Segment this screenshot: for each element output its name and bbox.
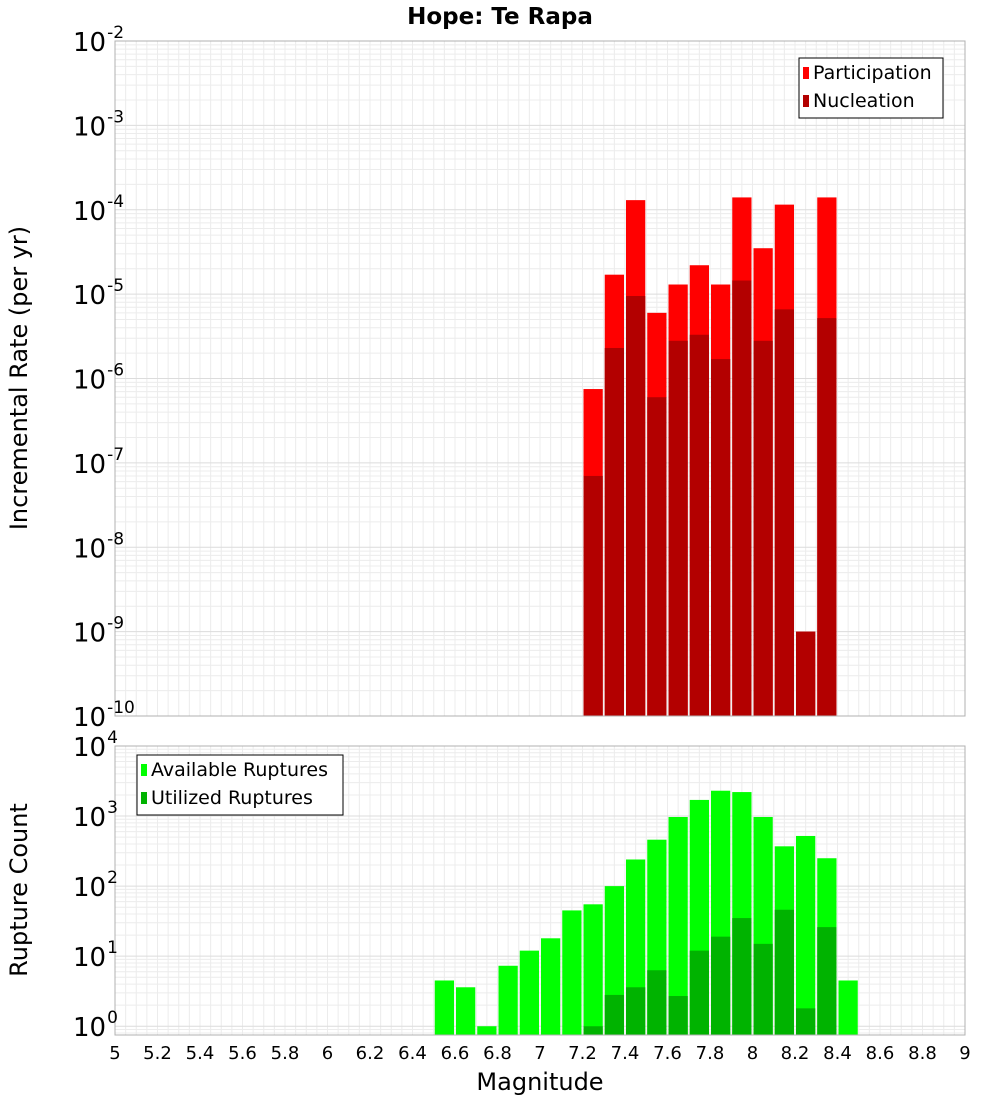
bar <box>689 950 709 1035</box>
bar <box>796 1008 816 1035</box>
y-tick-label: 10-6 <box>73 361 124 396</box>
plot-border <box>114 40 966 717</box>
y-tick-label: 10-10 <box>73 698 135 733</box>
x-tick-label: 5.6 <box>228 1043 257 1064</box>
rate-panel: 10-10 10-9 10-8 10-7 10-6 10-5 10-4 10-3 10-2 Inc… <box>5 4 966 733</box>
legend-swatch <box>141 792 147 804</box>
x-tick-label: 8.8 <box>908 1043 937 1064</box>
y-axis-label: Incremental Rate (per yr) <box>5 226 33 530</box>
bar <box>604 994 624 1035</box>
bar <box>583 475 603 716</box>
x-tick-label: 7.2 <box>568 1043 597 1064</box>
x-tick-label: 7.8 <box>696 1043 725 1064</box>
x-axis-label: Magnitude <box>476 1068 603 1096</box>
y-axis-label: Rupture Count <box>5 803 33 977</box>
plot-border <box>114 745 966 1036</box>
bar <box>434 980 454 1035</box>
legend-box <box>136 754 344 816</box>
bar <box>668 816 688 1035</box>
bar <box>668 996 688 1035</box>
bar <box>477 1026 497 1035</box>
bar <box>583 1026 603 1035</box>
bar <box>711 936 731 1035</box>
bar <box>498 965 518 1035</box>
legend-swatch <box>141 764 147 776</box>
y-tick-label: 10-4 <box>73 192 124 227</box>
bar <box>732 918 752 1035</box>
bar <box>604 347 624 716</box>
x-tick-label: 7.6 <box>653 1043 682 1064</box>
y-tick-label: 10-8 <box>73 529 124 564</box>
y-tick-label: 10-2 <box>73 23 124 58</box>
x-tick-label: 5.8 <box>271 1043 300 1064</box>
y-tick-label: 103 <box>73 798 118 833</box>
bar <box>647 397 667 716</box>
x-tick-label: 6.8 <box>483 1043 512 1064</box>
y-tick-label: 10-7 <box>73 445 124 480</box>
count-panel: 100 101 102 103 104 Rupture Count 5 5.2 5.4 5.6 5.… <box>5 728 971 1096</box>
x-tick-label: 5.4 <box>186 1043 215 1064</box>
bar <box>626 987 646 1035</box>
grid <box>114 41 966 717</box>
bar <box>689 334 709 716</box>
series-utilized-ruptures <box>583 909 837 1035</box>
bar <box>753 943 773 1035</box>
bar <box>796 631 816 716</box>
y-tick-label: 101 <box>73 938 118 973</box>
x-tick-label: 5.2 <box>143 1043 172 1064</box>
legend-box <box>798 57 944 119</box>
bar <box>838 980 858 1035</box>
y-tick-label: 104 <box>73 728 118 763</box>
y-tick-label: 102 <box>73 868 118 903</box>
legend-label: Utilized Ruptures <box>151 787 313 809</box>
y-tick-label: 10-5 <box>73 276 124 311</box>
y-tick-label: 10-9 <box>73 614 124 649</box>
x-tick-label: 9 <box>959 1043 970 1064</box>
bar <box>668 340 688 716</box>
x-tick-label: 6.4 <box>398 1043 427 1064</box>
chart-title: Hope: Te Rapa <box>407 4 593 30</box>
y-tick-label: 100 <box>73 1008 118 1043</box>
legend-label: Participation <box>813 62 932 84</box>
bar <box>583 904 603 1035</box>
bar <box>519 950 539 1035</box>
bar <box>774 909 794 1035</box>
bar <box>732 280 752 716</box>
x-tick-label: 8 <box>747 1043 758 1064</box>
bar <box>711 359 731 716</box>
bar <box>796 835 816 1035</box>
legend-label: Available Ruptures <box>151 759 328 781</box>
bar <box>817 927 837 1035</box>
bar <box>541 938 561 1035</box>
bar <box>753 340 773 716</box>
x-tick-label: 8.4 <box>823 1043 852 1064</box>
legend: Available Ruptures Utilized Ruptures <box>136 754 344 816</box>
x-tick-label: 6.6 <box>441 1043 470 1064</box>
x-tick-label: 6 <box>322 1043 333 1064</box>
series-nucleation <box>583 280 837 716</box>
legend: Participation Nucleation <box>798 57 944 119</box>
x-tick-label: 7 <box>534 1043 545 1064</box>
legend-swatch <box>803 95 809 107</box>
x-tick-label: 8.2 <box>781 1043 810 1064</box>
legend-label: Nucleation <box>813 90 915 112</box>
bar <box>626 296 646 716</box>
x-tick-label: 5 <box>109 1043 120 1064</box>
legend-swatch <box>803 67 809 79</box>
y-tick-label: 10-3 <box>73 107 124 142</box>
bar <box>817 318 837 716</box>
bar <box>647 970 667 1035</box>
series-available-ruptures <box>434 790 858 1035</box>
bar <box>562 910 582 1035</box>
x-tick-label: 6.2 <box>356 1043 385 1064</box>
bar <box>456 987 476 1035</box>
x-tick-label: 7.4 <box>611 1043 640 1064</box>
bar <box>774 309 794 716</box>
x-tick-label: 8.6 <box>866 1043 895 1064</box>
